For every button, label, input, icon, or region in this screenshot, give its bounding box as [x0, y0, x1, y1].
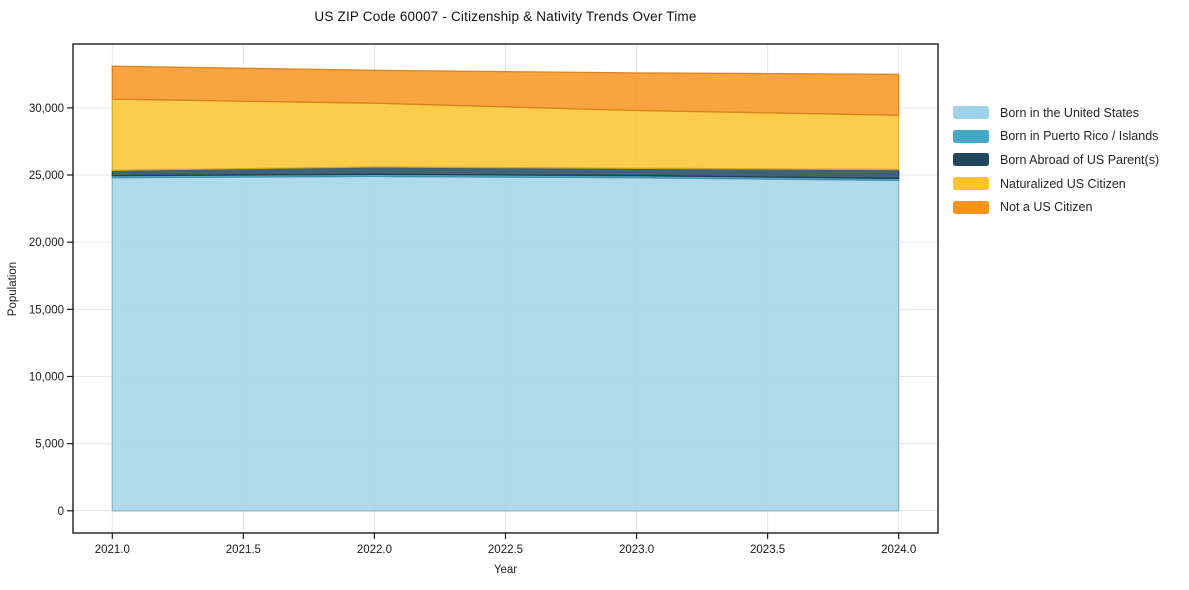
legend-swatch-born-abroad	[953, 153, 989, 167]
legend: Born in the United States Born in Puerto…	[953, 101, 1159, 219]
y-axis-label: Population	[7, 261, 19, 317]
legend-label: Born in Puerto Rico / Islands	[1000, 129, 1159, 144]
y-tick-label: 25,000	[29, 170, 64, 182]
legend-swatch-not-citizen	[953, 200, 989, 214]
legend-item-puerto-rico-islands: Born in Puerto Rico / Islands	[953, 125, 1159, 149]
legend-item-born-in-us: Born in the United States	[953, 101, 1159, 125]
x-tick-label: 2022.0	[357, 544, 392, 556]
legend-item-born-abroad: Born Abroad of US Parent(s)	[953, 148, 1159, 172]
x-tick-label: 2021.0	[95, 544, 130, 556]
chart-title: US ZIP Code 60007 - Citizenship & Nativi…	[314, 9, 697, 24]
legend-swatch-puerto-rico-islands	[953, 129, 989, 143]
x-tick-label: 2022.5	[488, 544, 523, 556]
legend-item-naturalized: Naturalized US Citizen	[953, 172, 1159, 196]
y-tick-label: 5,000	[35, 439, 64, 451]
y-tick-label: 20,000	[29, 237, 64, 249]
area-not-a-us-citizen	[111, 65, 900, 116]
legend-label: Naturalized US Citizen	[1000, 176, 1126, 191]
legend-label: Not a US Citizen	[1000, 200, 1093, 215]
x-axis-label: Year	[493, 564, 518, 576]
legend-item-not-citizen: Not a US Citizen	[953, 195, 1159, 219]
x-tick-label: 2024.0	[881, 544, 916, 556]
area-born-in-the-united-states	[111, 175, 900, 512]
legend-swatch-naturalized	[953, 177, 989, 191]
x-tick-label: 2021.5	[226, 544, 261, 556]
y-tick-label: 0	[58, 506, 64, 518]
y-tick-label: 15,000	[29, 304, 64, 316]
legend-label: Born in the United States	[1000, 105, 1139, 120]
y-tick-label: 30,000	[29, 103, 64, 115]
legend-label: Born Abroad of US Parent(s)	[1000, 152, 1160, 167]
x-tick-label: 2023.5	[750, 544, 785, 556]
y-tick-label: 10,000	[29, 371, 64, 383]
legend-swatch-born-in-us	[953, 106, 989, 120]
x-tick-label: 2023.0	[619, 544, 654, 556]
